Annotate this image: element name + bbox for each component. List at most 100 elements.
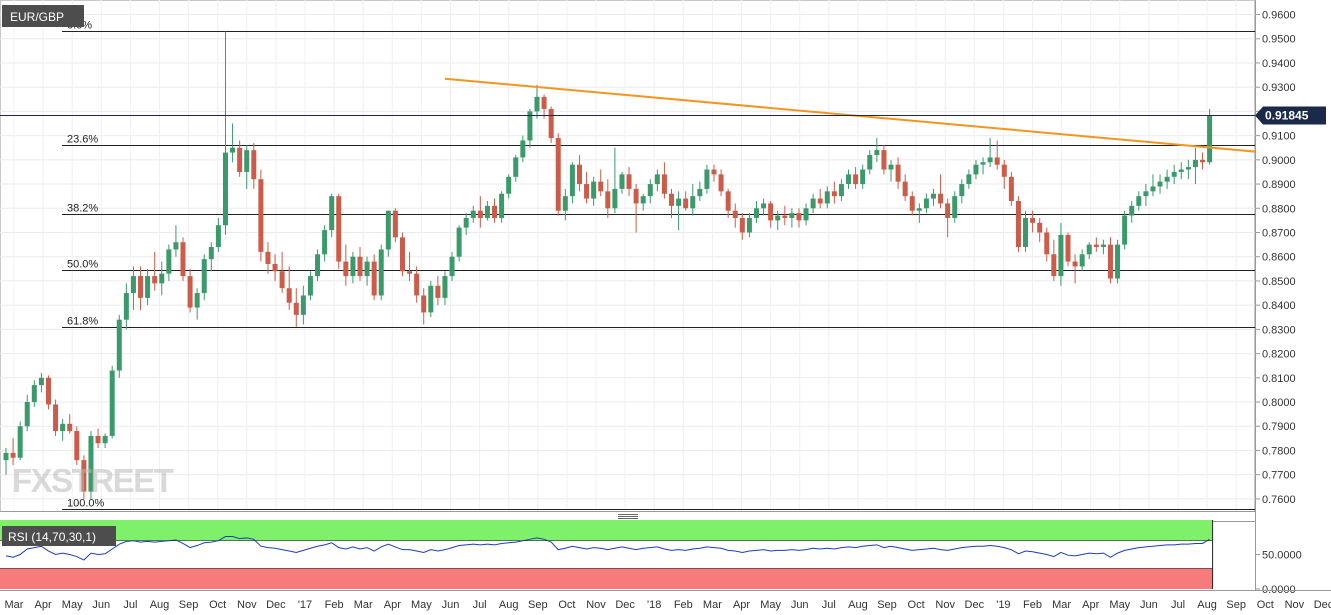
price-tick-label: 0.9000 [1262, 155, 1296, 167]
candle-body [718, 174, 724, 192]
candle-body [1178, 169, 1184, 172]
price-axis[interactable] [1255, 0, 1331, 511]
symbol-label: EUR/GBP [10, 10, 64, 24]
candle-body [1143, 191, 1149, 197]
time-tick-label: Jun [791, 599, 809, 611]
candle-body [492, 205, 498, 218]
candle-body [449, 256, 455, 277]
rsi-line [5, 536, 1210, 561]
candle-body [534, 96, 540, 112]
candle-body [1107, 244, 1113, 279]
candle-body [173, 242, 179, 250]
time-axis-ticks[interactable]: Mar Apr May Jun Jul Aug Sep Oct Nov Dec '17 Feb Mar A… [5, 599, 1331, 611]
candle-body [782, 215, 788, 218]
time-tick-label: Sep [877, 599, 897, 611]
candle-body [860, 169, 866, 185]
candle-body [230, 147, 236, 153]
candle-body [38, 377, 44, 386]
candle-body [187, 276, 193, 308]
candle-body [506, 176, 512, 194]
time-tick-label: Mar [354, 599, 373, 611]
rsi-label: RSI (14,70,30,1) [8, 530, 96, 544]
rsi-label-badge[interactable] [2, 526, 116, 546]
candle-body [251, 150, 257, 180]
rsi-panel [0, 520, 1214, 589]
candle-body [569, 164, 575, 197]
candle-body [315, 254, 321, 277]
time-tick-label: May [1109, 599, 1130, 611]
candle-body [732, 210, 738, 218]
symbol-badge[interactable] [2, 5, 84, 27]
time-tick-label: Sep [528, 599, 548, 611]
price-tick-label: 0.7900 [1262, 421, 1296, 433]
candle-body [527, 111, 533, 141]
time-tick-label: Apr [733, 599, 750, 611]
candle-body [378, 249, 384, 296]
candle-body [350, 256, 356, 277]
candle-body [3, 452, 9, 461]
candle-body [1171, 171, 1177, 177]
candle-body [874, 150, 880, 155]
time-tick-label: Feb [325, 599, 344, 611]
candle-body [1058, 234, 1064, 277]
candle-body [654, 174, 660, 185]
candle-body [768, 203, 774, 221]
price-tick-label: 0.8800 [1262, 203, 1296, 215]
candle-body [123, 293, 129, 320]
price-tick-label: 0.8900 [1262, 179, 1296, 191]
fib-level-label: 23.6% [67, 134, 98, 146]
time-tick-label: Dec [965, 599, 985, 611]
candle-body [746, 217, 752, 233]
candle-body [513, 157, 519, 177]
candle-body [576, 164, 582, 185]
candle-body [95, 435, 101, 444]
candle-body [1093, 244, 1099, 248]
candle-body [1192, 159, 1198, 168]
time-tick-label: Jun [1140, 599, 1158, 611]
time-tick-label: Sep [1226, 599, 1246, 611]
time-tick-label: '19 [996, 599, 1010, 611]
candle-body [888, 164, 894, 170]
candle-body [1200, 159, 1206, 163]
candle-body [810, 198, 816, 209]
grid-lines [0, 0, 1324, 511]
splitter-grip-icon[interactable] [618, 514, 638, 519]
price-tick-label: 0.8100 [1262, 373, 1296, 385]
candle-body [591, 181, 597, 199]
candle-body [1023, 217, 1029, 248]
candle-body [739, 217, 745, 233]
candle-body [1079, 254, 1085, 267]
candle-body [761, 203, 767, 209]
candle-body [697, 188, 703, 197]
candle-body [357, 256, 363, 277]
candle-body [626, 174, 632, 189]
candle-body [1037, 222, 1043, 233]
candle-body [364, 261, 370, 277]
time-tick-label: Feb [1023, 599, 1042, 611]
candle-body [853, 174, 859, 185]
candle-body [605, 191, 611, 209]
price-tick-label: 0.8500 [1262, 276, 1296, 288]
candle-body [669, 193, 675, 206]
candle-body [647, 184, 653, 197]
candle-body [45, 377, 51, 405]
time-tick-label: Aug [499, 599, 519, 611]
candle-body [499, 193, 505, 218]
candle-body [109, 370, 115, 436]
candle-body [923, 198, 929, 209]
rsi-oversold-zone [0, 568, 1213, 589]
candle-body [902, 181, 908, 197]
candle-body [293, 302, 299, 315]
fib-level-label: 50.0% [67, 259, 98, 271]
candle-body [938, 193, 944, 204]
time-tick-label: Oct [558, 599, 575, 611]
time-tick-label: Jul [473, 599, 487, 611]
candle-body [371, 261, 377, 296]
candle-body [1072, 261, 1078, 267]
candle-body [895, 164, 901, 182]
time-tick-label: Jun [92, 599, 110, 611]
price-tick-label: 0.9300 [1262, 82, 1296, 94]
candle-body [484, 205, 490, 218]
candle-body [1001, 164, 1007, 177]
